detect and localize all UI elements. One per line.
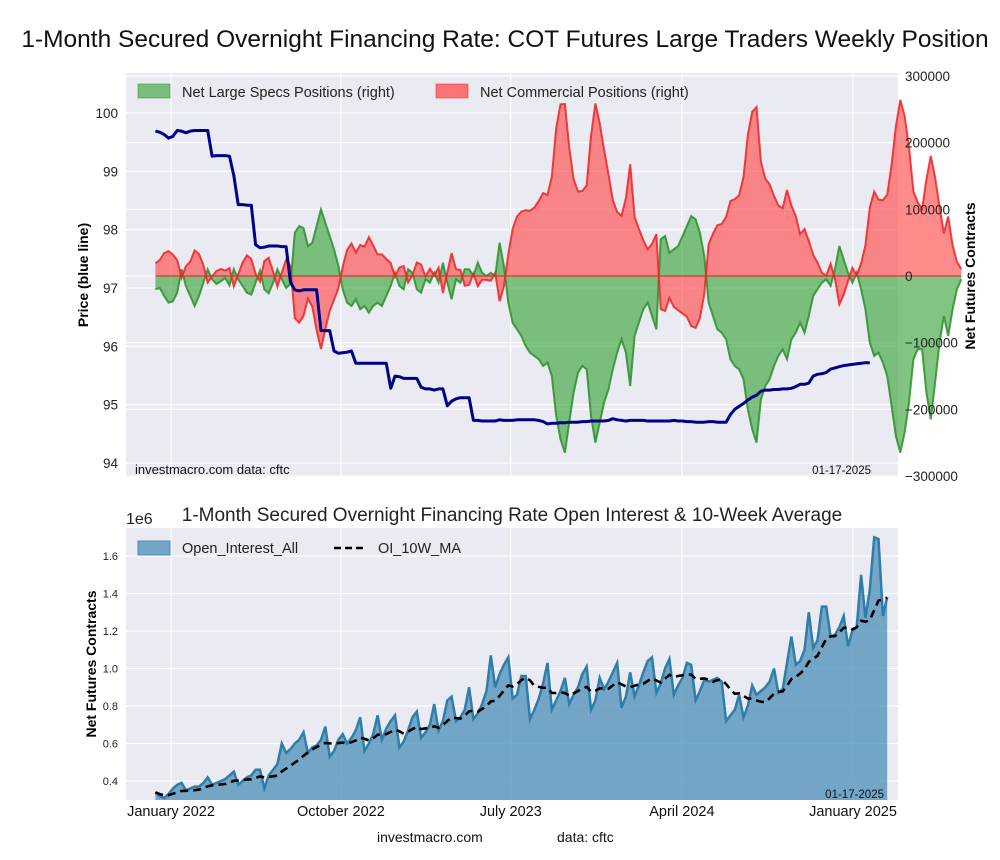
legend-swatch-specs (137, 83, 171, 99)
top-left-ytick-label: 98 (103, 223, 118, 238)
bottom-ytick-label: 0.4 (103, 776, 118, 788)
bottom-date-annotation: 01-17-2025 (825, 789, 884, 801)
bottom-ytick-label: 1.0 (103, 664, 118, 676)
specs-line (155, 205, 963, 454)
bottom-ytick-label: 1.6 (103, 551, 118, 563)
bottom-xtick-label: January 2025 (809, 804, 897, 820)
top-left-ylabel: Price (blue line) (75, 223, 91, 327)
legend-label-ma: OI_10W_MA (378, 541, 461, 557)
legend-swatch-commercial (435, 83, 469, 99)
bottom-chart-title: 1-Month Secured Overnight Financing Rate… (182, 505, 842, 526)
bottom-ytick-label: 0.6 (103, 739, 118, 751)
legend-swatch-oi (137, 540, 171, 556)
top-right-ytick-label: −100000 (905, 336, 958, 351)
bottom-ytick-label: 1.2 (103, 626, 118, 638)
oi-area (155, 537, 888, 800)
top-left-ytick-label: 100 (95, 106, 118, 121)
bottom-xtick-label: October 2022 (297, 804, 385, 820)
top-date-annotation: 01-17-2025 (812, 465, 871, 477)
top-right-ytick-label: 300000 (905, 69, 950, 84)
footer-site: investmacro.com (377, 829, 483, 845)
bottom-xticks: January 2022 October 2022 July 2023 April 2… (127, 804, 897, 820)
top-right-ytick-label: 100000 (905, 202, 950, 217)
top-right-yticks: 300000 200000 100000 0 −100000 −200000 −300000 (905, 69, 958, 484)
commercial-area (155, 99, 962, 350)
top-right-ylabel: Net Futures Contracts (962, 202, 978, 349)
bottom-yticks: 0.4 0.6 0.8 1.0 1.2 1.4 1.6 (103, 551, 118, 788)
figure-title: 1-Month Secured Overnight Financing Rate… (21, 26, 988, 53)
bottom-chart: 1-Month Secured Overnight Financing Rate… (83, 505, 898, 820)
top-left-ytick-label: 97 (103, 281, 118, 296)
top-left-ytick-label: 94 (103, 456, 119, 471)
top-right-ytick-label: 0 (905, 269, 913, 284)
legend-label-oi: Open_Interest_All (182, 541, 298, 557)
bottom-ytick-label: 1.4 (103, 589, 118, 601)
bottom-xtick-label: April 2024 (649, 804, 714, 820)
top-left-ytick-label: 99 (103, 164, 118, 179)
footer-source: data: cftc (557, 829, 614, 845)
top-source-annotation: investmacro.com data: cftc (135, 462, 290, 477)
legend-label-specs: Net Large Specs Positions (right) (182, 85, 395, 101)
top-left-yticks: 94 95 96 97 98 99 100 (95, 106, 118, 471)
top-right-ytick-label: −200000 (905, 402, 958, 417)
top-price-line-group (155, 129, 870, 426)
bottom-offset-label: 1e6 (126, 511, 153, 528)
top-chart: 94 95 96 97 98 99 100 300000 200000 100000 0 −1000… (75, 69, 978, 484)
bottom-xtick-label: July 2023 (480, 804, 542, 820)
legend-label-commercial: Net Commercial Positions (right) (480, 85, 689, 101)
top-left-ytick-label: 96 (103, 339, 118, 354)
top-right-ytick-label: 200000 (905, 136, 950, 151)
price-line (155, 129, 870, 426)
ma-line (154, 596, 888, 797)
top-right-ytick-label: −300000 (905, 469, 958, 484)
bottom-legend: Open_Interest_All OI_10W_MA (137, 540, 461, 557)
top-legend: Net Large Specs Positions (right) Net Co… (137, 83, 689, 101)
bottom-ytick-label: 0.8 (103, 701, 118, 713)
bottom-oi-area-group (154, 535, 889, 800)
bottom-ylabel: Net Futures Contracts (83, 590, 99, 737)
bottom-xtick-label: January 2022 (127, 804, 215, 820)
oi-line (154, 535, 889, 800)
top-left-ytick-label: 95 (103, 398, 118, 413)
